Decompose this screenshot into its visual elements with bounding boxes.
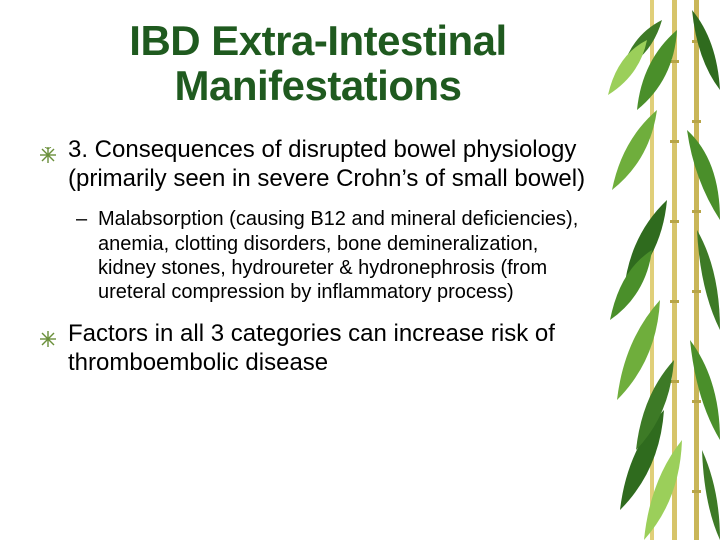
bullet-text: 3. Consequences of disrupted bowel physi… [68, 136, 585, 192]
list-item: 3. Consequences of disrupted bowel physi… [36, 135, 600, 194]
slide-title: IBD Extra-Intestinal Manifestations [36, 18, 600, 109]
bullet-text: Malabsorption (causing B12 and mineral d… [98, 208, 578, 303]
list-item: Factors in all 3 categories can increase… [36, 319, 600, 378]
list-item: Malabsorption (causing B12 and mineral d… [36, 207, 600, 305]
bullet-list: 3. Consequences of disrupted bowel physi… [36, 135, 600, 378]
bamboo-decoration [602, 0, 720, 540]
bullet-text: Factors in all 3 categories can increase… [68, 320, 555, 376]
burst-icon [40, 141, 56, 157]
burst-icon [40, 325, 56, 341]
slide: IBD Extra-Intestinal Manifestations 3. C… [0, 0, 720, 540]
